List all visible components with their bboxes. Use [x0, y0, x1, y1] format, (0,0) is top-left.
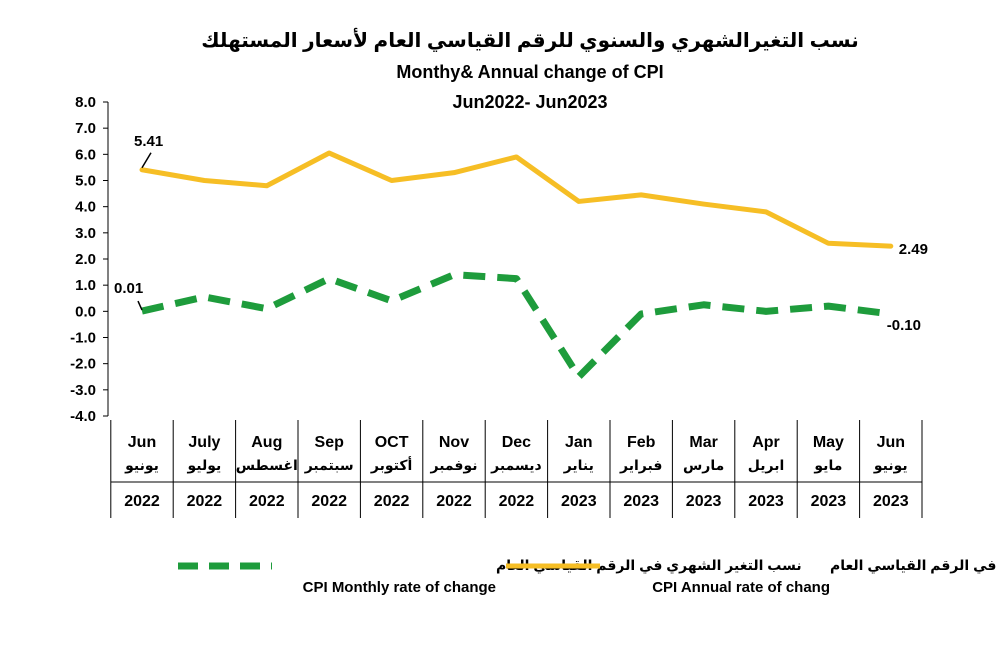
x-year-label: 2023 [811, 493, 847, 510]
x-month-label: Jun [877, 434, 905, 451]
x-year-label: 2023 [561, 493, 597, 510]
annual-data-point [390, 179, 393, 182]
monthly-data-point [640, 312, 643, 315]
x-month-label-arabic: نوفمبر [429, 457, 477, 474]
x-month-label-arabic: يناير [563, 457, 594, 474]
annual-first-leader [141, 152, 152, 169]
y-tick-label: -1.0 [70, 330, 96, 347]
x-year-label: 2022 [124, 493, 160, 510]
chart-title-english: Monthy& Annual change of CPI [396, 62, 664, 82]
y-tick-label: -2.0 [70, 356, 96, 373]
monthly-first-leader [137, 300, 143, 311]
annual-data-point [577, 200, 580, 203]
x-year-label: 2023 [623, 493, 659, 510]
monthly-data-point [702, 303, 705, 306]
legend-monthly-label-arabic: نسب التغير الشهري في الرقم القياسي العام [496, 557, 802, 575]
monthly-data-point [889, 312, 892, 315]
monthly-data-point [453, 273, 456, 276]
y-tick-label: -3.0 [70, 382, 96, 399]
monthly-data-point [765, 310, 768, 313]
x-month-label-arabic: فبراير [619, 457, 662, 474]
y-tick-label: 8.0 [75, 94, 96, 111]
x-month-label: July [188, 434, 220, 451]
x-month-label-arabic: مايو [813, 457, 842, 474]
monthly-last-label: -0.10 [887, 317, 921, 334]
chart-subtitle: Jun2022- Jun2023 [452, 92, 608, 112]
annual-data-point [827, 242, 830, 245]
x-month-label: Apr [752, 434, 780, 451]
x-month-label: Jan [565, 434, 593, 451]
y-tick-label: 5.0 [75, 173, 96, 190]
annual-last-label: 2.49 [899, 241, 928, 258]
x-month-label: May [813, 434, 844, 451]
x-month-label-arabic: مارس [683, 457, 724, 473]
monthly-first-label: 0.01 [114, 280, 143, 297]
annual-data-point [453, 171, 456, 174]
legend-annual-label-english: CPI Annual rate of chang [652, 579, 830, 596]
annual-series-line [139, 150, 894, 249]
monthly-data-point [328, 277, 331, 280]
x-month-label: Aug [251, 434, 282, 451]
x-month-label-arabic: يوليو [187, 457, 222, 474]
x-year-label: 2022 [311, 493, 347, 510]
x-year-label: 2023 [686, 493, 722, 510]
data-labels: 5.41 2.49 0.01 -0.10 [114, 133, 928, 334]
x-month-label-arabic: سبتمبر [304, 457, 354, 474]
x-year-label: 2022 [374, 493, 410, 510]
y-tick-label: 7.0 [75, 120, 96, 137]
y-tick-label: -4.0 [70, 408, 96, 425]
annual-data-point [640, 193, 643, 196]
x-month-label: Sep [315, 434, 345, 451]
x-year-label: 2022 [187, 493, 223, 510]
x-axis-table: Jun يونيو 2022 July يوليو 2022 Aug اغسطس 2022 Sep… [110, 420, 923, 518]
x-month-label: Feb [627, 434, 656, 451]
annual-data-point [141, 168, 144, 171]
monthly-data-point [390, 299, 393, 302]
x-month-label-arabic: يونيو [873, 457, 908, 474]
y-tick-label: 1.0 [75, 277, 96, 294]
x-year-label: 2023 [873, 493, 909, 510]
x-month-label-arabic: يونيو [124, 457, 159, 474]
x-month-label: Nov [439, 434, 469, 451]
annual-data-point [203, 179, 206, 182]
x-month-label: Mar [689, 434, 717, 451]
x-year-label: 2022 [249, 493, 285, 510]
x-month-label-arabic: ديسمبر [490, 457, 542, 474]
monthly-data-point [265, 307, 268, 310]
y-tick-label: 0.0 [75, 303, 96, 320]
series-lines [139, 150, 894, 381]
x-month-label-arabic: ابريل [748, 457, 785, 474]
annual-first-label: 5.41 [134, 133, 163, 150]
x-month-label: Jun [128, 434, 156, 451]
annual-data-point [515, 155, 518, 158]
annual-data-point [702, 203, 705, 206]
y-tick-label: 3.0 [75, 225, 96, 242]
x-month-label-arabic: اغسطس [236, 457, 298, 473]
y-axis: 8.0 7.0 6.0 5.0 4.0 3.0 2.0 1.0 0.0 -1.0 -2.0 -3.0 -… [70, 94, 109, 425]
monthly-data-point [827, 305, 830, 308]
x-month-label: OCT [375, 434, 409, 451]
x-month-label: Dec [502, 434, 531, 451]
monthly-series-line [141, 271, 892, 381]
x-year-label: 2022 [436, 493, 472, 510]
x-year-label: 2023 [748, 493, 784, 510]
legend-annual-label-arabic: نسب التغير السنوي في الرقم القياسي العام [830, 557, 1000, 575]
y-tick-label: 2.0 [75, 251, 96, 268]
y-tick-label: 6.0 [75, 146, 96, 163]
chart-title-arabic: نسب التغيرالشهري والسنوي للرقم القياسي ا… [201, 30, 859, 52]
annual-data-point [265, 184, 268, 187]
monthly-data-point [515, 277, 518, 280]
y-tick-label: 4.0 [75, 199, 96, 216]
monthly-data-point [577, 375, 580, 378]
annual-data-point [889, 245, 892, 248]
annual-data-point [765, 210, 768, 213]
monthly-data-point [203, 295, 206, 298]
annual-data-point [328, 152, 331, 155]
legend: نسب التغير الشهري في الرقم القياسي العام… [178, 557, 1000, 596]
x-month-label-arabic: أكتوبر [370, 456, 412, 474]
legend-monthly-label-english: CPI Monthly rate of change [303, 579, 496, 596]
x-year-label: 2022 [499, 493, 535, 510]
